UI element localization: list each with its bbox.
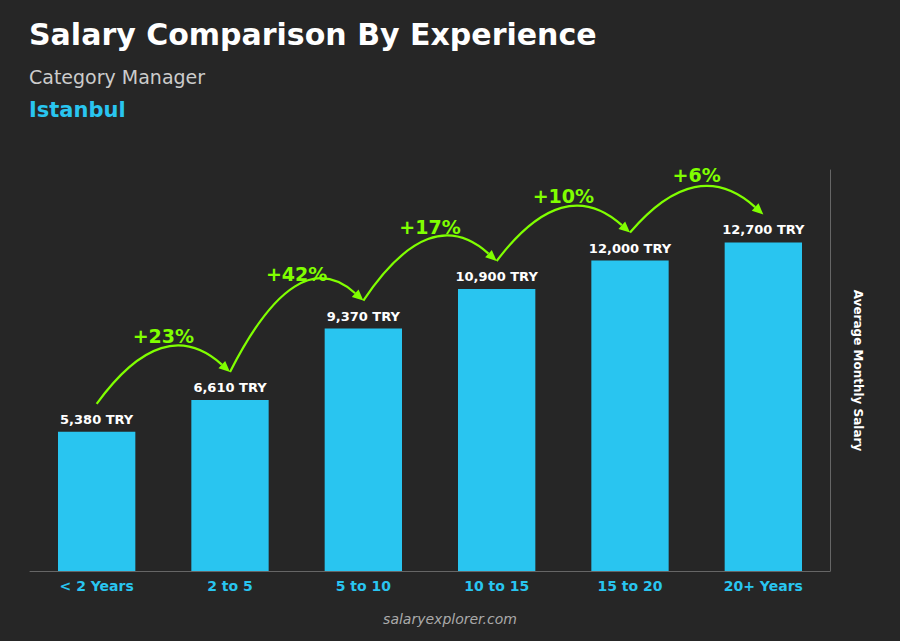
svg-text:+6%: +6% [673,164,721,186]
svg-text:Istanbul: Istanbul [29,98,126,122]
svg-text:10,900 TRY: 10,900 TRY [456,269,539,284]
svg-text:Salary Comparison By Experienc: Salary Comparison By Experience [29,17,597,52]
svg-text:12,000 TRY: 12,000 TRY [589,241,672,256]
svg-text:12,700 TRY: 12,700 TRY [722,222,805,237]
svg-text:6,610 TRY: 6,610 TRY [193,380,267,395]
svg-text:+10%: +10% [533,185,594,207]
svg-text:5 to 10: 5 to 10 [336,578,392,594]
svg-text:salaryexplorer.com: salaryexplorer.com [383,611,517,627]
svg-text:< 2 Years: < 2 Years [60,578,134,594]
svg-text:15 to 20: 15 to 20 [597,578,662,594]
svg-text:20+ Years: 20+ Years [724,578,803,594]
svg-text:Average Monthly Salary: Average Monthly Salary [851,290,865,452]
svg-text:5,380 TRY: 5,380 TRY [60,412,134,427]
svg-text:+42%: +42% [266,263,327,285]
svg-text:Category Manager: Category Manager [29,66,205,88]
svg-text:9,370 TRY: 9,370 TRY [327,309,401,324]
svg-text:2 to 5: 2 to 5 [207,578,253,594]
svg-text:+17%: +17% [399,216,460,238]
svg-text:+23%: +23% [133,325,194,347]
svg-text:10 to 15: 10 to 15 [464,578,529,594]
